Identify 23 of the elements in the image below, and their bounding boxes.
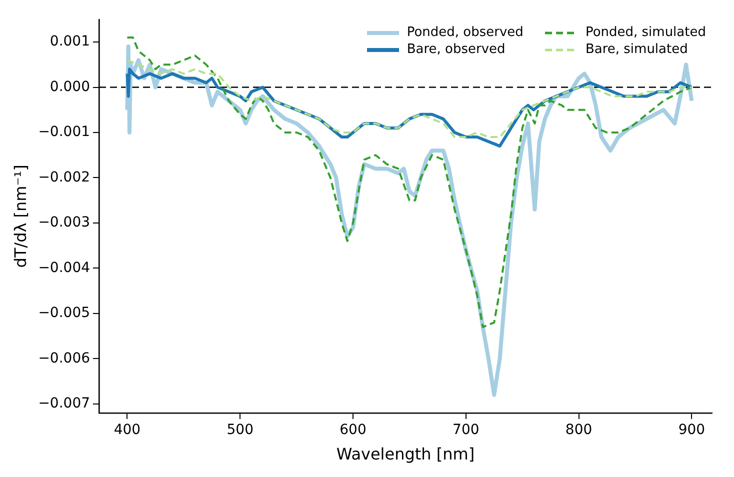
y-tick-label: −0.001	[38, 124, 90, 140]
x-tick-label: 900	[678, 422, 706, 438]
y-tick-label: −0.007	[38, 396, 90, 412]
line-series	[126, 59, 693, 138]
y-axis-title: dT/dλ [nm⁻¹]	[10, 164, 30, 268]
y-tick-label: 0.000	[50, 78, 90, 95]
x-axis-title: Wavelength [nm]	[336, 444, 475, 464]
y-tick-label: −0.005	[38, 305, 90, 322]
line-series	[126, 36, 693, 328]
legend-label: Ponded, observed	[406, 25, 524, 40]
y-tick-label: −0.003	[38, 214, 90, 231]
legend-label: Ponded, simulated	[585, 25, 706, 40]
legend-label: Bare, simulated	[585, 42, 688, 58]
x-tick-label: 600	[340, 422, 366, 438]
x-tick-label: 500	[226, 422, 254, 438]
x-tick-label: 400	[114, 422, 141, 438]
y-tick-label: 0.001	[50, 34, 90, 50]
x-tick-label: 800	[565, 422, 592, 438]
y-tick-label: −0.004	[38, 260, 90, 276]
x-tick-label: 700	[452, 422, 480, 438]
legend-label: Bare, observed	[406, 42, 506, 58]
y-tick-label: −0.002	[38, 169, 90, 186]
y-tick-label: −0.006	[38, 350, 90, 366]
